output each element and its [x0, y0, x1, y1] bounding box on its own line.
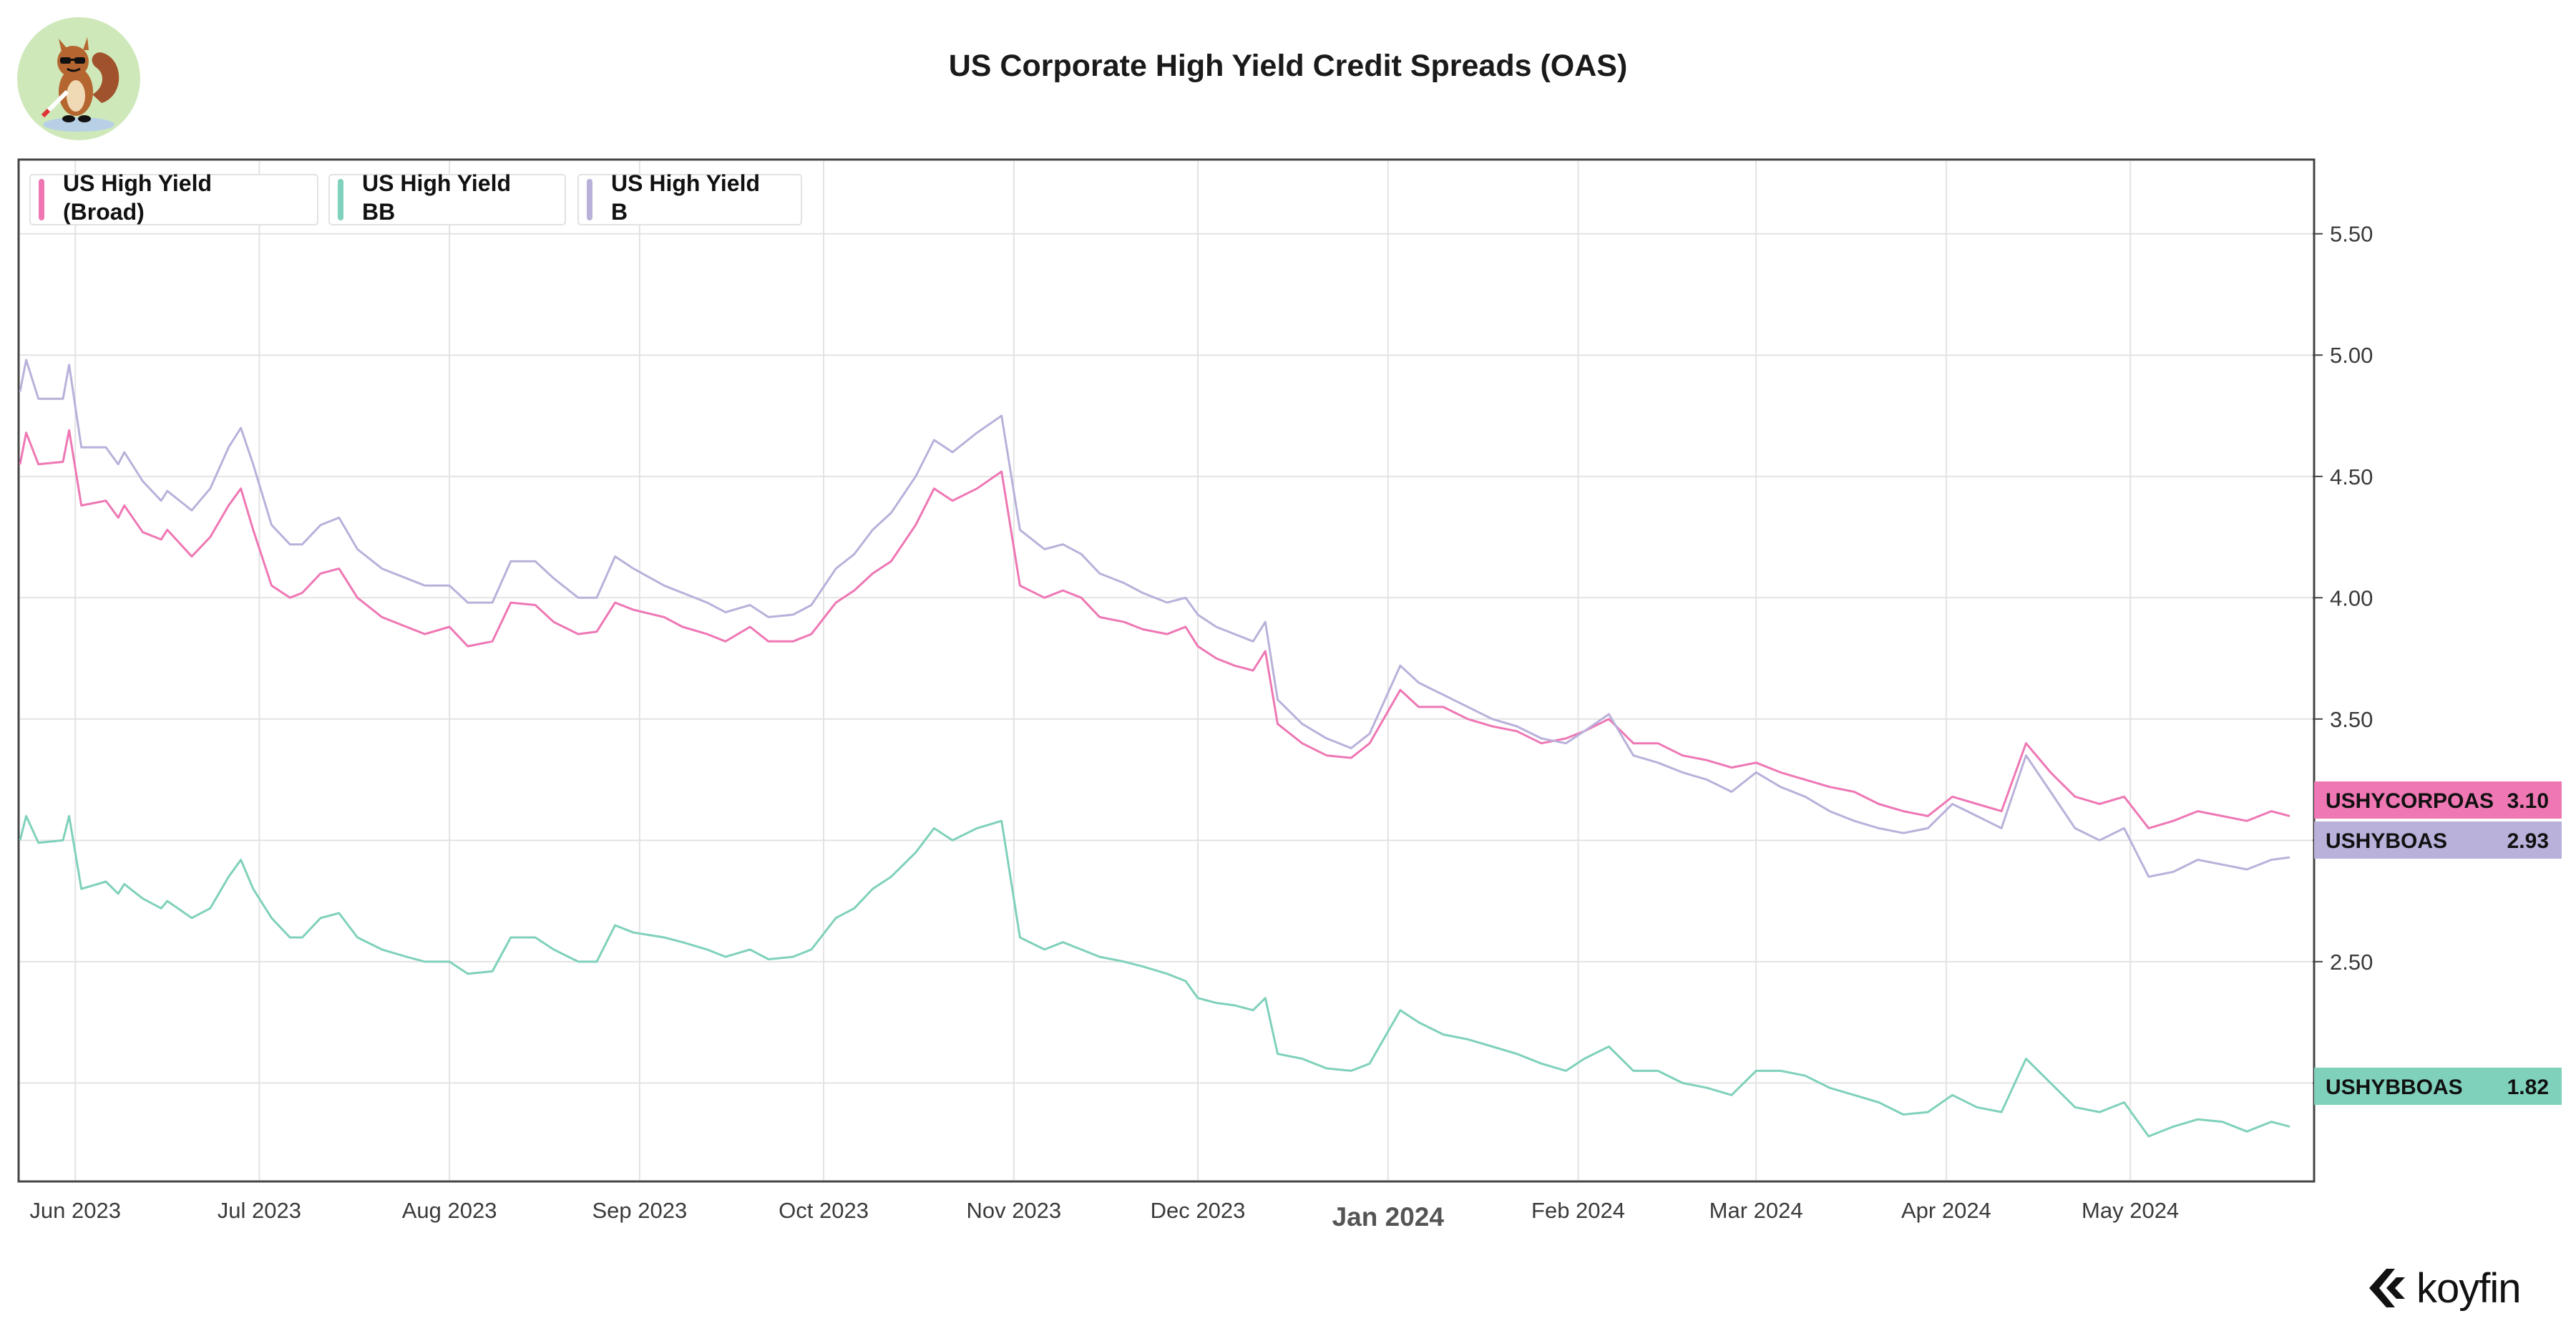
y-tick-label: 4.50: [2330, 464, 2373, 489]
badge-bg: [2314, 1068, 2562, 1105]
grid-lines: [20, 161, 2313, 1180]
legend-label: BB: [362, 199, 395, 225]
series-line-ushybboas: [19, 814, 2290, 1138]
legend-swatch: [587, 179, 592, 220]
badge-ticker: USHYBBOAS: [2326, 1076, 2463, 1099]
x-tick-label: Jan 2024: [1332, 1202, 1445, 1232]
y-tick-label: 5.50: [2330, 222, 2373, 247]
koyfin-logo: koyfin: [2365, 1263, 2522, 1313]
last-value-badge: USHYBOAS 2.93: [2314, 821, 2562, 859]
x-tick-label: May 2024: [2082, 1198, 2179, 1223]
avatar: [17, 17, 140, 140]
chart-title: US Corporate High Yield Credit Spreads (…: [948, 49, 1628, 83]
series-line-ushyboas: [19, 359, 2290, 878]
badge-bg: [2314, 781, 2562, 819]
legend-label: US High Yield: [63, 170, 212, 196]
badge-ticker: USHYBOAS: [2326, 829, 2447, 853]
brand-name: koyfin: [2416, 1264, 2522, 1312]
legend-label: B: [611, 199, 628, 225]
last-value-badges: USHYCORPOAS 3.10 USHYBBOAS 1.82 USHYBOAS 2.93: [2314, 781, 2562, 1105]
y-tick-label: 4.00: [2330, 585, 2373, 610]
legend-box: [29, 174, 318, 225]
legend-item: US High Yield B: [577, 170, 802, 225]
legend-item: US High Yield (Broad): [29, 170, 318, 225]
legend-box: [328, 174, 566, 225]
x-tick-label: Sep 2023: [592, 1198, 688, 1223]
legend-item: US High Yield BB: [328, 170, 566, 225]
legend-swatch: [39, 179, 44, 220]
last-value-badge: USHYBBOAS 1.82: [2314, 1068, 2562, 1105]
plot-frame: [17, 158, 2316, 1183]
y-axis-ticks: 2.002.503.003.504.004.505.005.50: [2313, 222, 2373, 1096]
y-tick-label: 5.00: [2330, 343, 2373, 368]
series-lines: [19, 359, 2290, 1138]
badge-value: 1.82: [2507, 1076, 2549, 1099]
x-tick-label: Jun 2023: [29, 1198, 121, 1223]
series-line-ushycorpoas: [19, 429, 2290, 829]
badge-value: 3.10: [2507, 789, 2549, 813]
y-tick-label: 2.50: [2330, 950, 2373, 975]
last-value-badge: USHYCORPOAS 3.10: [2314, 781, 2562, 819]
badge-value: 2.93: [2507, 829, 2549, 853]
legend-swatch: [338, 179, 343, 220]
legend-label: (Broad): [63, 199, 145, 225]
x-tick-label: Dec 2023: [1151, 1198, 1246, 1223]
legend-label: US High Yield: [362, 170, 511, 196]
y-tick-label: 3.50: [2330, 707, 2373, 732]
koyfin-mark-icon: [2369, 1269, 2405, 1307]
x-tick-label: Nov 2023: [966, 1198, 1061, 1223]
x-tick-label: Jul 2023: [218, 1198, 301, 1223]
x-tick-label: Mar 2024: [1709, 1198, 1803, 1223]
x-axis-ticks: Jun 2023 Jul 2023 Aug 2023 Sep 2023 Oct 2023…: [29, 1198, 2179, 1232]
x-tick-label: Feb 2024: [1531, 1198, 1625, 1223]
x-tick-label: Apr 2024: [1901, 1198, 1991, 1223]
x-tick-label: Aug 2023: [402, 1198, 497, 1223]
legend-box: [577, 174, 802, 225]
badge-bg: [2314, 821, 2562, 859]
x-tick-label: Oct 2023: [779, 1198, 869, 1223]
badge-ticker: USHYCORPOAS: [2326, 789, 2494, 813]
legend-label: US High Yield: [611, 170, 760, 196]
